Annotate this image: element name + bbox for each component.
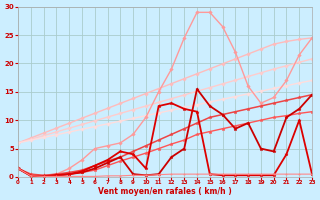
- X-axis label: Vent moyen/en rafales ( km/h ): Vent moyen/en rafales ( km/h ): [98, 187, 232, 196]
